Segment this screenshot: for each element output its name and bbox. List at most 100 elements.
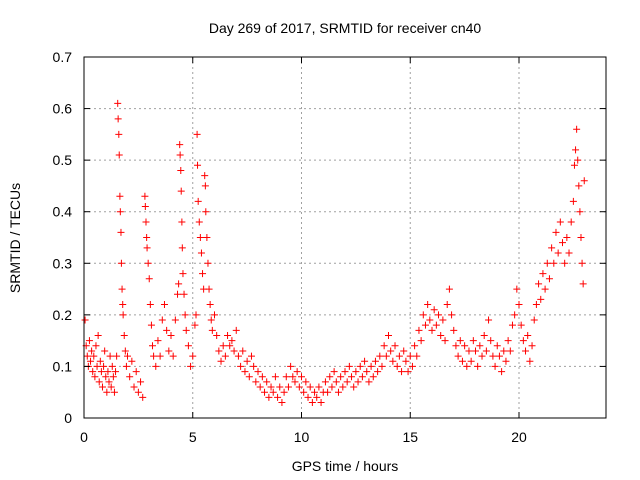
data-point bbox=[120, 331, 128, 339]
data-point bbox=[321, 378, 329, 386]
data-point bbox=[239, 347, 247, 355]
data-point bbox=[108, 362, 116, 370]
data-point bbox=[105, 378, 113, 386]
data-point bbox=[508, 321, 516, 329]
data-point bbox=[274, 393, 282, 401]
data-point bbox=[203, 234, 211, 241]
data-point bbox=[502, 357, 510, 365]
data-point bbox=[94, 331, 102, 339]
data-point bbox=[408, 362, 416, 370]
data-point bbox=[328, 383, 336, 391]
data-point bbox=[580, 177, 588, 185]
data-point bbox=[176, 141, 184, 149]
data-point bbox=[515, 301, 523, 309]
data-point bbox=[339, 383, 347, 391]
data-point bbox=[506, 347, 514, 355]
data-point bbox=[122, 362, 130, 370]
data-point bbox=[143, 244, 151, 252]
data-point bbox=[435, 311, 443, 319]
data-point bbox=[81, 316, 89, 324]
data-point bbox=[184, 342, 192, 350]
data-point bbox=[143, 234, 151, 241]
y-tick-label: 0.5 bbox=[53, 152, 73, 168]
data-point bbox=[196, 234, 204, 241]
data-point bbox=[167, 331, 175, 339]
data-point bbox=[90, 352, 98, 360]
data-point bbox=[201, 172, 209, 180]
data-point bbox=[267, 383, 275, 391]
data-point bbox=[152, 362, 160, 370]
data-point bbox=[142, 218, 150, 226]
y-axis-label: SRMTID / TECUs bbox=[7, 183, 23, 293]
data-point bbox=[158, 316, 166, 324]
data-point bbox=[365, 378, 373, 386]
data-point bbox=[561, 259, 569, 267]
data-point bbox=[552, 228, 560, 236]
data-point bbox=[163, 326, 171, 334]
data-point bbox=[500, 347, 508, 355]
data-point bbox=[361, 357, 369, 365]
data-point bbox=[160, 301, 168, 309]
data-point bbox=[234, 352, 242, 360]
data-point bbox=[211, 311, 218, 319]
chart-title: Day 269 of 2017, SRMTID for receiver cn4… bbox=[209, 20, 482, 36]
data-point bbox=[282, 373, 290, 381]
data-point bbox=[252, 378, 260, 386]
data-point bbox=[91, 373, 99, 381]
data-point bbox=[313, 393, 321, 401]
y-tick-label: 0.3 bbox=[53, 255, 73, 271]
data-point bbox=[191, 321, 199, 329]
data-point bbox=[180, 290, 188, 298]
data-point bbox=[100, 362, 108, 370]
data-point bbox=[302, 378, 310, 386]
data-point bbox=[570, 161, 578, 169]
data-point bbox=[317, 399, 325, 407]
plot-frame bbox=[83, 56, 607, 419]
data-point bbox=[101, 347, 109, 355]
data-point bbox=[343, 378, 351, 386]
data-point bbox=[432, 321, 440, 329]
data-point bbox=[263, 378, 271, 386]
data-point bbox=[115, 151, 123, 159]
data-point bbox=[537, 295, 545, 303]
data-point bbox=[439, 316, 447, 324]
data-point bbox=[213, 331, 221, 339]
x-tick-label: 15 bbox=[402, 429, 418, 445]
data-point bbox=[426, 316, 434, 324]
data-point bbox=[308, 399, 316, 407]
data-point bbox=[156, 352, 164, 360]
data-point bbox=[458, 357, 466, 365]
data-point bbox=[417, 337, 425, 345]
data-point bbox=[205, 285, 213, 293]
data-point bbox=[128, 357, 136, 365]
data-point bbox=[387, 347, 395, 355]
data-point bbox=[228, 337, 236, 345]
data-point bbox=[306, 383, 314, 391]
data-point bbox=[126, 373, 134, 381]
y-tick-label: 0 bbox=[64, 410, 72, 426]
data-point bbox=[119, 301, 127, 309]
y-tick-label: 0.2 bbox=[53, 307, 73, 323]
data-point bbox=[504, 337, 512, 345]
data-point bbox=[144, 259, 152, 267]
data-point bbox=[141, 203, 149, 211]
data-point bbox=[232, 326, 240, 334]
data-point bbox=[116, 192, 124, 200]
data-point bbox=[567, 218, 575, 226]
data-point bbox=[554, 249, 562, 257]
data-point bbox=[574, 156, 582, 164]
data-point bbox=[95, 378, 103, 386]
data-point bbox=[103, 388, 111, 396]
data-point bbox=[87, 357, 95, 365]
data-point bbox=[96, 357, 104, 365]
data-point bbox=[376, 352, 384, 360]
data-point bbox=[134, 388, 142, 396]
data-point bbox=[177, 166, 185, 174]
data-point bbox=[269, 388, 277, 396]
data-point bbox=[149, 342, 157, 350]
data-point bbox=[88, 347, 96, 355]
data-point bbox=[147, 321, 155, 329]
data-point bbox=[276, 383, 284, 391]
y-tick-label: 0.1 bbox=[53, 358, 73, 374]
data-point bbox=[463, 362, 471, 370]
